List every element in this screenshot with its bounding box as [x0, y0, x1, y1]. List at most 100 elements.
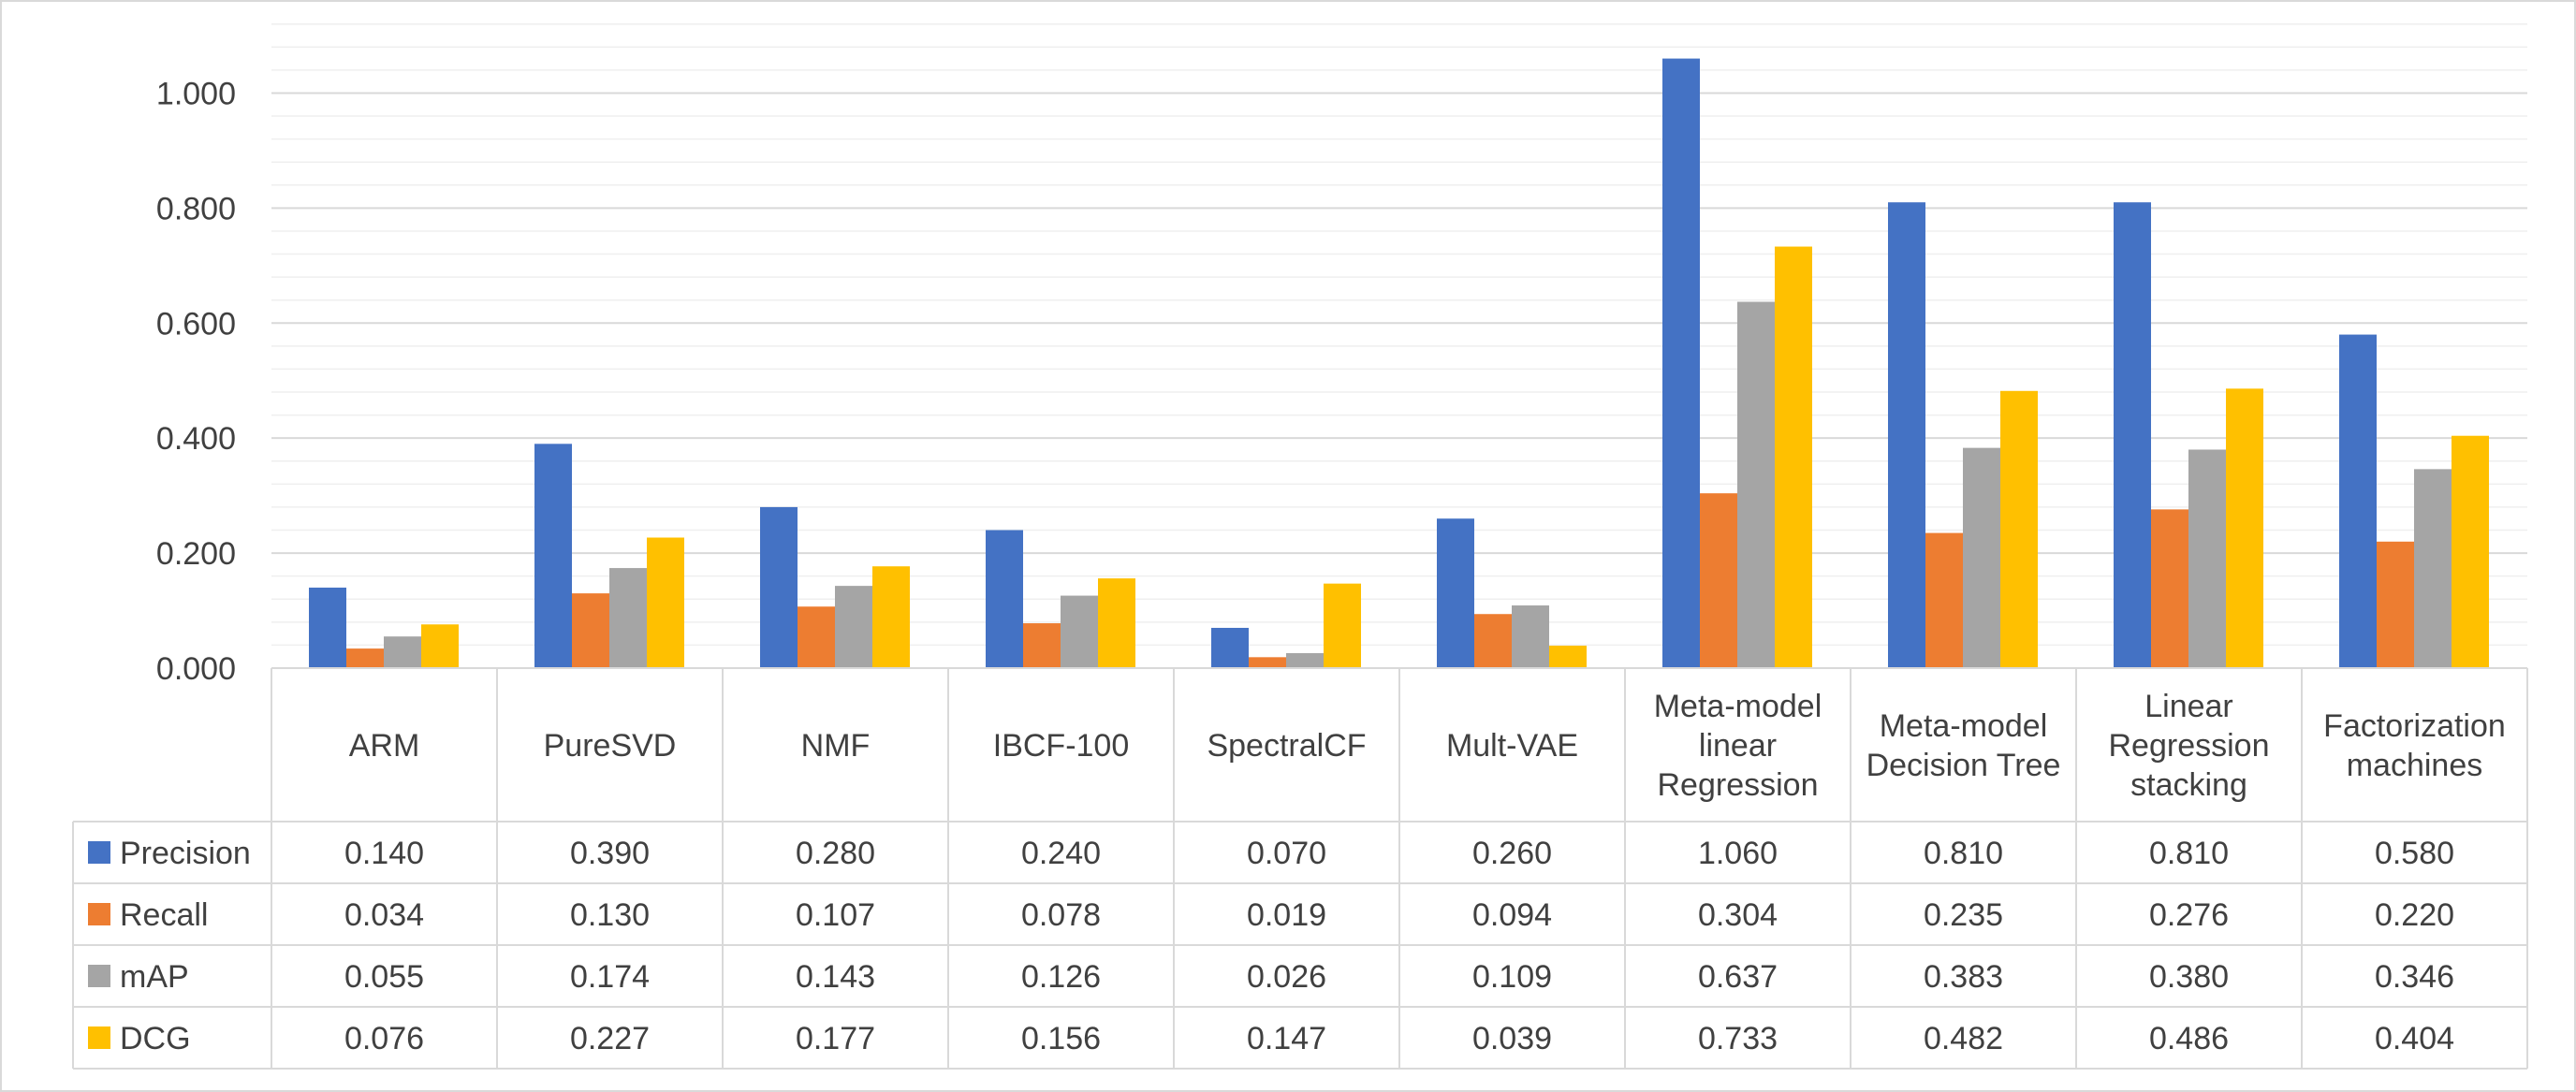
bar-precision-3 [986, 530, 1023, 668]
series-name-precision: Precision [120, 836, 251, 871]
category-label: Regression [1658, 767, 1819, 803]
data-cell-precision: 0.070 [1247, 836, 1326, 871]
data-cell-precision: 0.810 [1924, 836, 2003, 871]
data-cell-precision: 0.260 [1472, 836, 1552, 871]
category-label: Linear [2144, 689, 2233, 724]
bar-dcg-6 [1775, 246, 1812, 668]
bar-dcg-9 [2452, 435, 2489, 668]
data-cell-map: 0.026 [1247, 959, 1326, 995]
bar-recall-0 [346, 648, 384, 668]
category-label: Meta-model [1654, 689, 1822, 724]
y-tick-label: 0.800 [156, 191, 236, 226]
bar-precision-2 [760, 506, 798, 668]
data-cell-recall: 0.220 [2375, 897, 2454, 933]
data-cell-precision: 0.280 [796, 836, 875, 871]
y-tick-label: 0.200 [156, 536, 236, 572]
category-label: Meta-model [1880, 708, 2048, 744]
data-cell-dcg: 0.482 [1924, 1021, 2003, 1056]
bar-map-7 [1963, 447, 2000, 668]
data-cell-map: 0.637 [1698, 959, 1778, 995]
series-name-dcg: DCG [120, 1021, 191, 1056]
category-label: SpectralCF [1207, 728, 1366, 764]
data-cell-recall: 0.130 [570, 897, 650, 933]
category-label: Regression [2109, 728, 2270, 764]
data-table: ARM PureSVD NMF IBCF-100 SpectralCF Mult-VAE M… [72, 667, 2528, 1070]
bar-dcg-0 [421, 624, 459, 668]
data-cell-dcg: 0.227 [570, 1021, 650, 1056]
data-cell-map: 0.346 [2375, 959, 2454, 995]
data-cell-recall: 0.034 [344, 897, 424, 933]
category-label: Factorization [2323, 708, 2506, 744]
data-cell-dcg: 0.156 [1021, 1021, 1101, 1056]
bar-precision-1 [534, 444, 572, 668]
y-tick-label: 0.000 [156, 651, 236, 687]
data-cell-dcg: 0.177 [796, 1021, 875, 1056]
category-label: PureSVD [544, 728, 677, 764]
data-cell-dcg: 0.486 [2149, 1021, 2229, 1056]
data-cell-precision: 0.140 [344, 836, 424, 871]
data-cell-map: 0.174 [570, 959, 650, 995]
bar-dcg-3 [1098, 578, 1135, 668]
category-label: NMF [801, 728, 871, 764]
bar-dcg-7 [2000, 390, 2038, 668]
bar-precision-0 [309, 587, 346, 668]
data-cell-precision: 0.240 [1021, 836, 1101, 871]
bar-recall-5 [1474, 614, 1512, 668]
data-cell-map: 0.380 [2149, 959, 2229, 995]
data-cell-precision: 1.060 [1698, 836, 1778, 871]
bar-precision-8 [2114, 202, 2151, 668]
data-cell-precision: 0.580 [2375, 836, 2454, 871]
bar-dcg-8 [2226, 388, 2263, 668]
data-cell-dcg: 0.039 [1472, 1021, 1552, 1056]
data-cell-map: 0.126 [1021, 959, 1101, 995]
bar-dcg-5 [1549, 646, 1587, 668]
data-cell-map: 0.143 [796, 959, 875, 995]
bars [309, 58, 2489, 669]
bar-dcg-4 [1324, 583, 1361, 668]
bar-precision-7 [1888, 202, 1925, 668]
legend-key-precision [88, 841, 110, 864]
bar-recall-4 [1249, 657, 1286, 668]
bar-map-0 [384, 636, 421, 668]
bar-map-9 [2414, 469, 2452, 668]
bar-map-2 [835, 586, 872, 668]
bar-recall-6 [1700, 493, 1737, 668]
category-label: Decision Tree [1866, 748, 2061, 783]
y-tick-label: 1.000 [156, 76, 236, 111]
bar-recall-8 [2151, 509, 2188, 668]
bar-map-3 [1061, 595, 1098, 668]
category-label: ARM [349, 728, 420, 764]
data-cell-dcg: 0.076 [344, 1021, 424, 1056]
data-cell-recall: 0.078 [1021, 897, 1101, 933]
data-cell-recall: 0.304 [1698, 897, 1778, 933]
data-cell-map: 0.109 [1472, 959, 1552, 995]
bar-precision-6 [1662, 58, 1700, 669]
data-cell-precision: 0.390 [570, 836, 650, 871]
data-cell-dcg: 0.404 [2375, 1021, 2454, 1056]
data-cell-dcg: 0.147 [1247, 1021, 1326, 1056]
category-label: Mult-VAE [1446, 728, 1578, 764]
bar-map-6 [1737, 301, 1775, 668]
bar-recall-9 [2377, 541, 2414, 668]
legend-key-map [88, 965, 110, 987]
bar-map-4 [1286, 653, 1324, 668]
bar-recall-3 [1023, 623, 1061, 668]
legend-key-dcg [88, 1026, 110, 1049]
bar-recall-1 [572, 593, 609, 668]
y-tick-label: 0.400 [156, 421, 236, 457]
data-cell-recall: 0.276 [2149, 897, 2229, 933]
bar-precision-9 [2339, 334, 2377, 668]
category-label: stacking [2130, 767, 2247, 803]
legend-key-recall [88, 903, 110, 925]
bar-recall-2 [798, 606, 835, 668]
bar-dcg-1 [647, 537, 684, 668]
y-tick-label: 0.600 [156, 306, 236, 342]
bar-map-5 [1512, 605, 1549, 668]
bar-precision-4 [1211, 627, 1249, 668]
data-cell-recall: 0.019 [1247, 897, 1326, 933]
y-axis-ticks: 0.000 0.200 0.400 0.600 0.800 1.000 [156, 76, 236, 687]
data-cell-recall: 0.235 [1924, 897, 2003, 933]
data-cell-recall: 0.107 [796, 897, 875, 933]
